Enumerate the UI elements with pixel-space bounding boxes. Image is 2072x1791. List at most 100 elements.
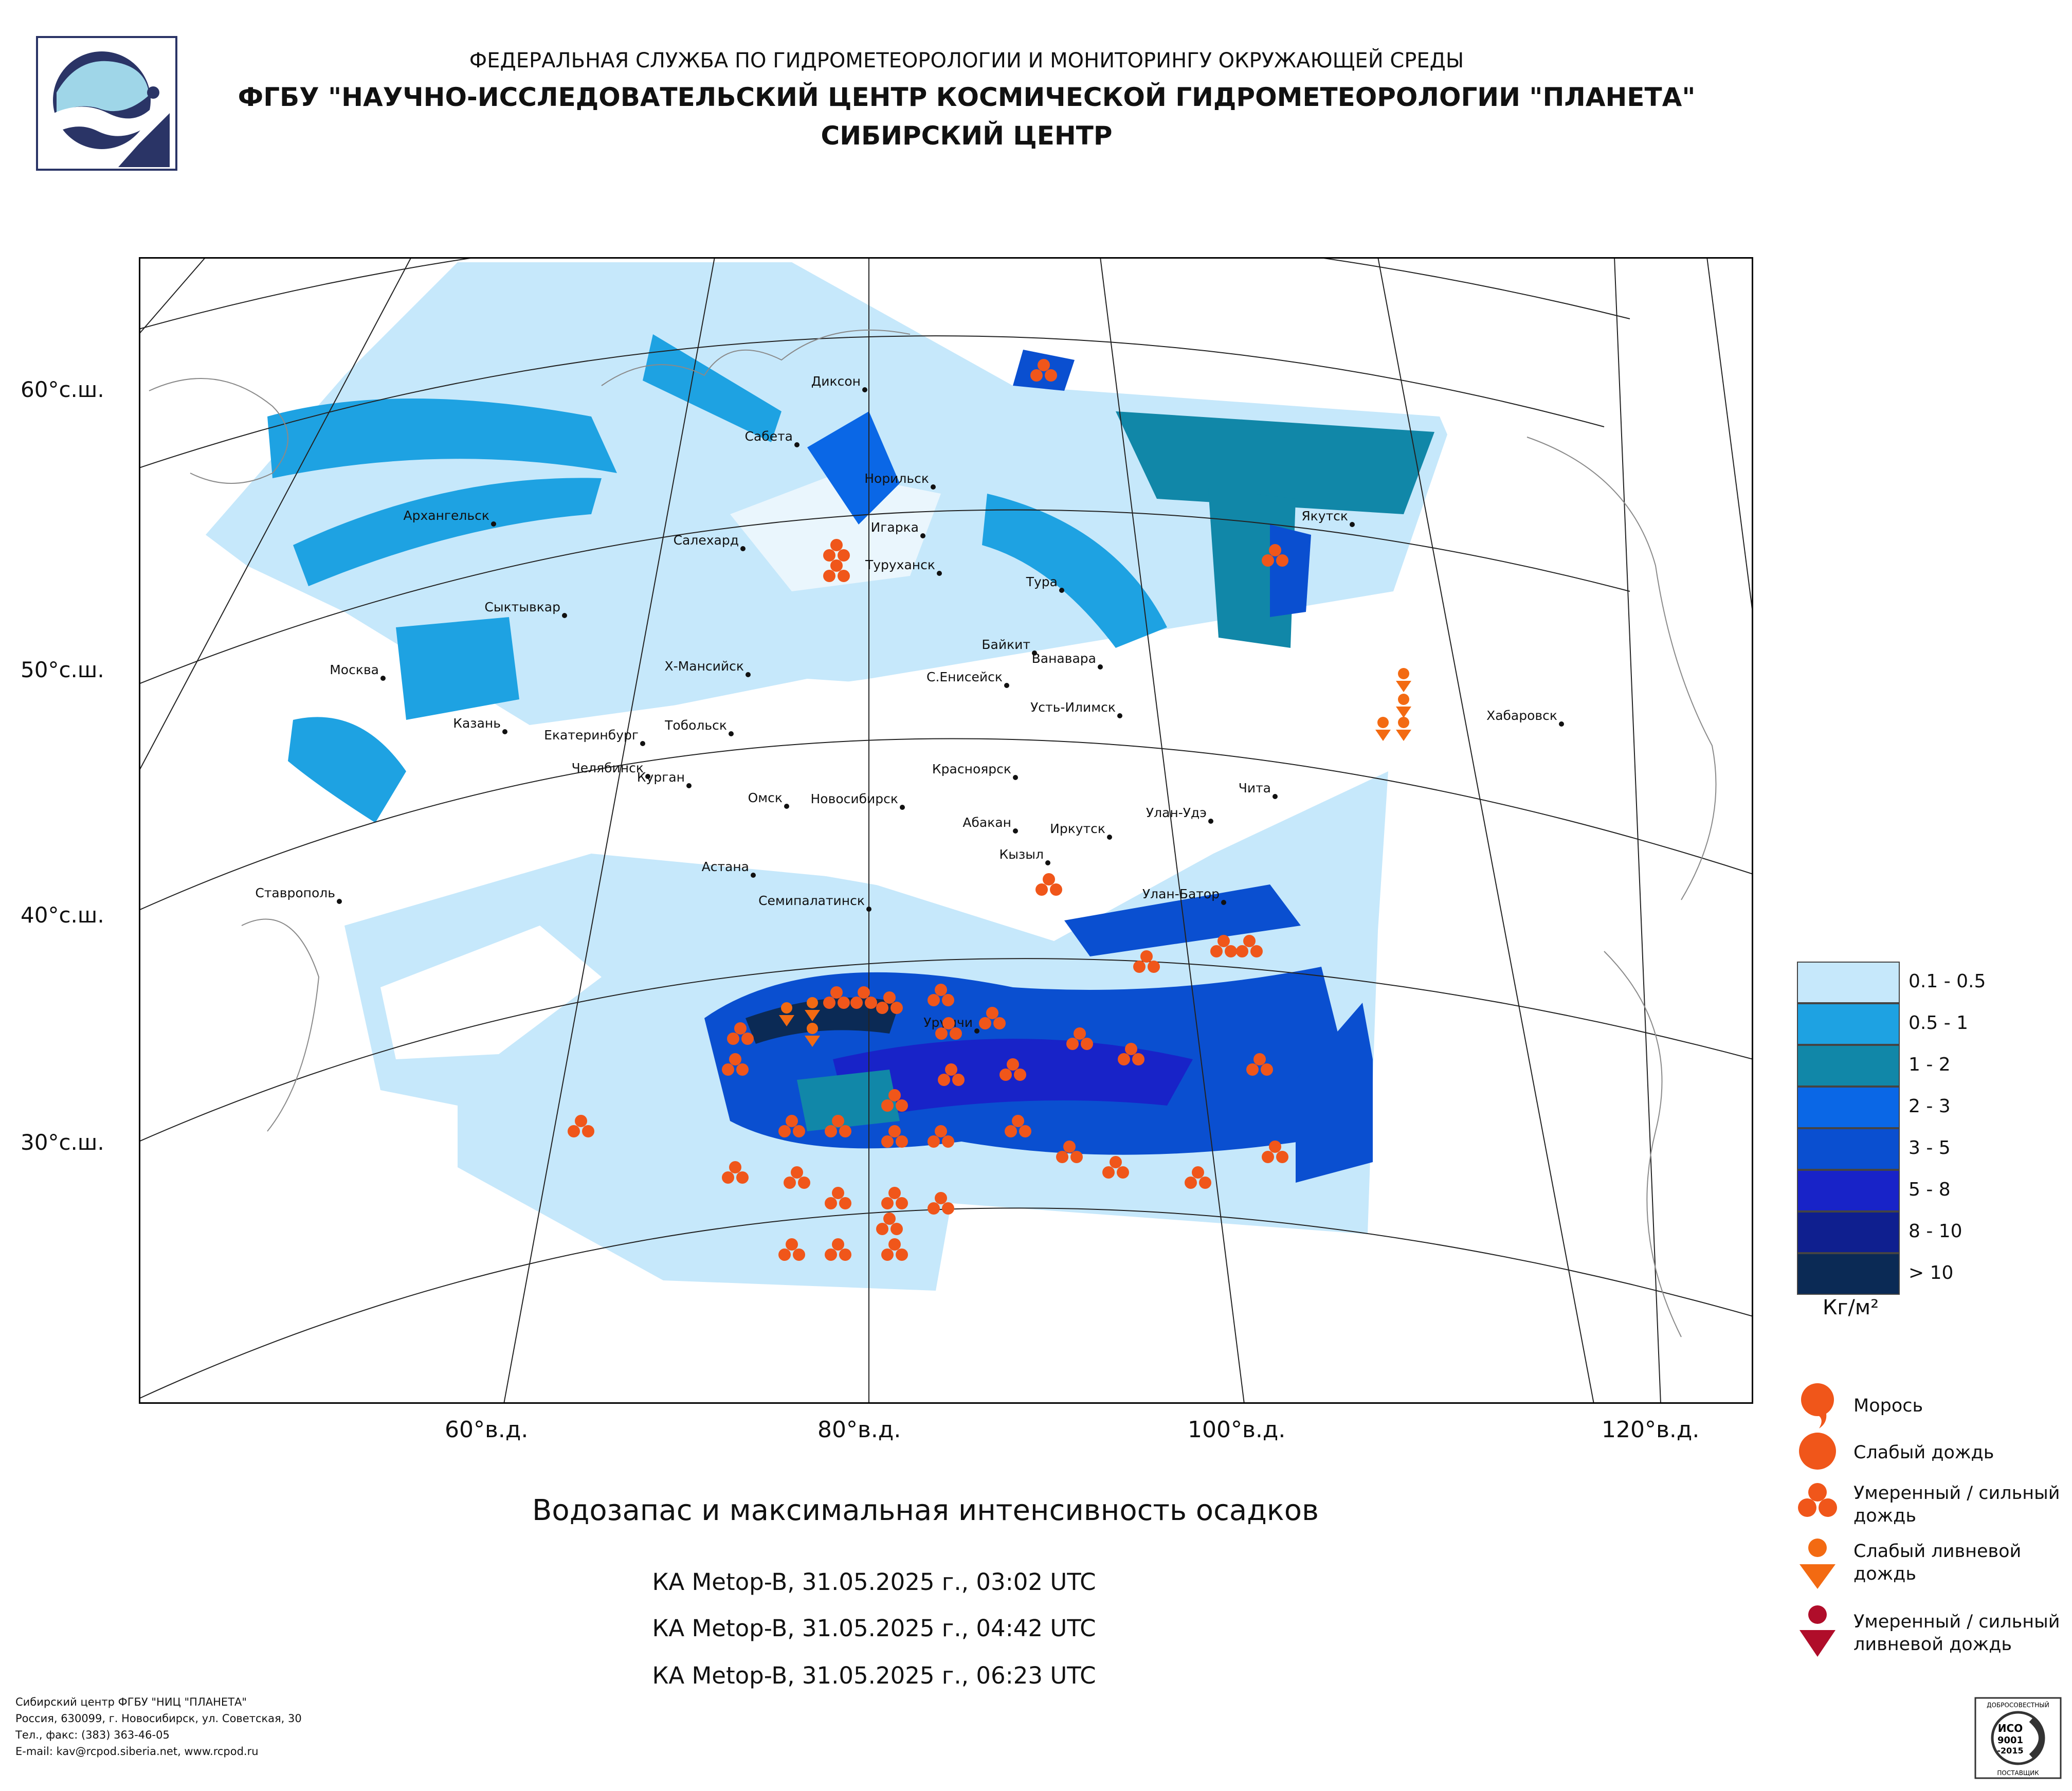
rain-marker <box>942 1202 954 1215</box>
city-dot <box>337 899 342 904</box>
city-label: Тобольск <box>664 718 727 733</box>
city-label: Челябинск <box>572 761 644 775</box>
legend-swatch <box>1797 1211 1900 1253</box>
rain-marker <box>1038 359 1050 371</box>
legend-range-label: 8 - 10 <box>1909 1221 1962 1242</box>
rain-marker <box>890 1002 903 1014</box>
planeta-logo <box>36 36 177 171</box>
rain-marker <box>865 997 877 1009</box>
moisture-band <box>293 478 602 586</box>
rain-marker <box>928 1135 940 1148</box>
moisture-band <box>982 494 1167 648</box>
iso-certificate-badge: ДОБРОСОВЕСТНЫЙ ИСО 9001 -2015 ПОСТАВЩИК <box>1974 1697 2062 1779</box>
rain-marker <box>786 1238 798 1251</box>
satellite-pass: КА Metop-B, 31.05.2025 г., 04:42 UTC <box>652 1615 1096 1642</box>
rain-marker <box>741 1033 754 1045</box>
city-label: Ванавара <box>1032 651 1096 666</box>
precip-markers <box>568 359 1411 1261</box>
rain-marker <box>1217 935 1230 947</box>
rain-marker <box>1199 1177 1211 1189</box>
iso-line1: ИСО <box>1998 1722 2023 1734</box>
city-label: Курган <box>637 770 685 785</box>
city-dot <box>900 805 905 810</box>
city-dot <box>784 804 789 809</box>
rain-marker <box>1262 554 1274 567</box>
legend-swatch <box>1797 1128 1900 1170</box>
rain-marker <box>1148 961 1160 973</box>
rain-marker <box>832 1187 844 1199</box>
rain-marker <box>1110 1156 1122 1168</box>
clear-area <box>730 473 941 591</box>
rain-marker <box>1019 1125 1031 1137</box>
cities: Диксон Сабета Норильск Игарка Архангельск Сал… <box>255 374 1564 1034</box>
city-dot <box>1559 721 1564 727</box>
city-dot <box>746 672 751 677</box>
rain-marker <box>825 1197 837 1209</box>
shower-marker <box>805 1010 820 1021</box>
rain-marker <box>942 1017 955 1029</box>
city-dot <box>502 729 507 734</box>
shower-marker <box>1396 730 1411 741</box>
rain-marker <box>1050 883 1062 896</box>
heavy-moisture <box>807 411 900 524</box>
rain-marker <box>1262 1151 1274 1163</box>
city-label: Чита <box>1239 781 1271 795</box>
lat-label-30: 30°с.ш. <box>21 1130 104 1155</box>
city-label: Омск <box>748 790 783 805</box>
legend-swatch <box>1797 1045 1900 1087</box>
rain-marker <box>736 1063 749 1076</box>
city-label: Норильск <box>864 471 929 486</box>
rain-marker <box>798 1177 810 1189</box>
rain-marker <box>883 991 896 1004</box>
rain-marker <box>823 549 835 562</box>
rain-marker <box>832 1238 844 1251</box>
city-dot <box>866 907 871 912</box>
legend-range-label: 1 - 2 <box>1909 1054 1951 1075</box>
legend-range-label: 0.1 - 0.5 <box>1909 971 1986 992</box>
city-label: Х-Мансийск <box>665 659 744 674</box>
rain-marker <box>1192 1166 1204 1179</box>
map-title: Водозапас и максимальная интенсивность о… <box>532 1494 1319 1527</box>
rain-marker <box>896 1135 908 1148</box>
rain-marker <box>839 1197 851 1209</box>
rain-marker <box>1125 1043 1137 1055</box>
moisture-band <box>396 617 519 720</box>
rain-marker <box>786 1115 798 1127</box>
rain-marker <box>778 1125 791 1137</box>
rain-marker <box>830 986 843 999</box>
rain-marker <box>883 1213 896 1225</box>
rain-marker <box>935 1027 948 1040</box>
rain-marker <box>1074 1027 1086 1040</box>
rain-marker <box>942 994 954 1006</box>
city-dot <box>751 873 756 878</box>
rain-marker <box>793 1249 805 1261</box>
rain-marker <box>881 1197 894 1209</box>
iso-top: ДОБРОСОВЕСТНЫЙ <box>1987 1701 2049 1709</box>
rain-marker <box>1014 1069 1026 1081</box>
rain-marker <box>979 1017 991 1029</box>
rain-marker <box>935 1125 947 1137</box>
footer-org: Сибирский центр ФГБУ "НИЦ "ПЛАНЕТА" <box>15 1696 247 1708</box>
rain-marker <box>839 1249 851 1261</box>
city-dot <box>491 521 496 527</box>
drizzle-label: Морось <box>1853 1396 1923 1416</box>
heavy-moisture <box>797 1070 900 1131</box>
rain-marker <box>876 1223 888 1235</box>
city-dot <box>1098 664 1103 670</box>
city-dot <box>729 731 734 736</box>
moderate-rain-icon <box>1798 1483 1837 1517</box>
rain-marker <box>1225 945 1237 957</box>
shower-marker <box>1396 707 1411 718</box>
city-dot <box>1059 588 1064 593</box>
rain-marker <box>1066 1038 1079 1050</box>
shower-marker <box>1396 681 1411 692</box>
rain-marker <box>838 549 850 562</box>
light-shower-icon <box>1800 1539 1835 1589</box>
rain-marker <box>1117 1166 1129 1179</box>
legend-swatch <box>1797 962 1900 1003</box>
rain-marker <box>1253 1053 1266 1065</box>
city-label: Диксон <box>811 374 861 389</box>
city-label: Туруханск <box>865 557 935 572</box>
heavy-shower-label: Умеренный / сильный ливневой дождь <box>1853 1612 2060 1655</box>
heavy-moisture <box>1064 884 1301 956</box>
